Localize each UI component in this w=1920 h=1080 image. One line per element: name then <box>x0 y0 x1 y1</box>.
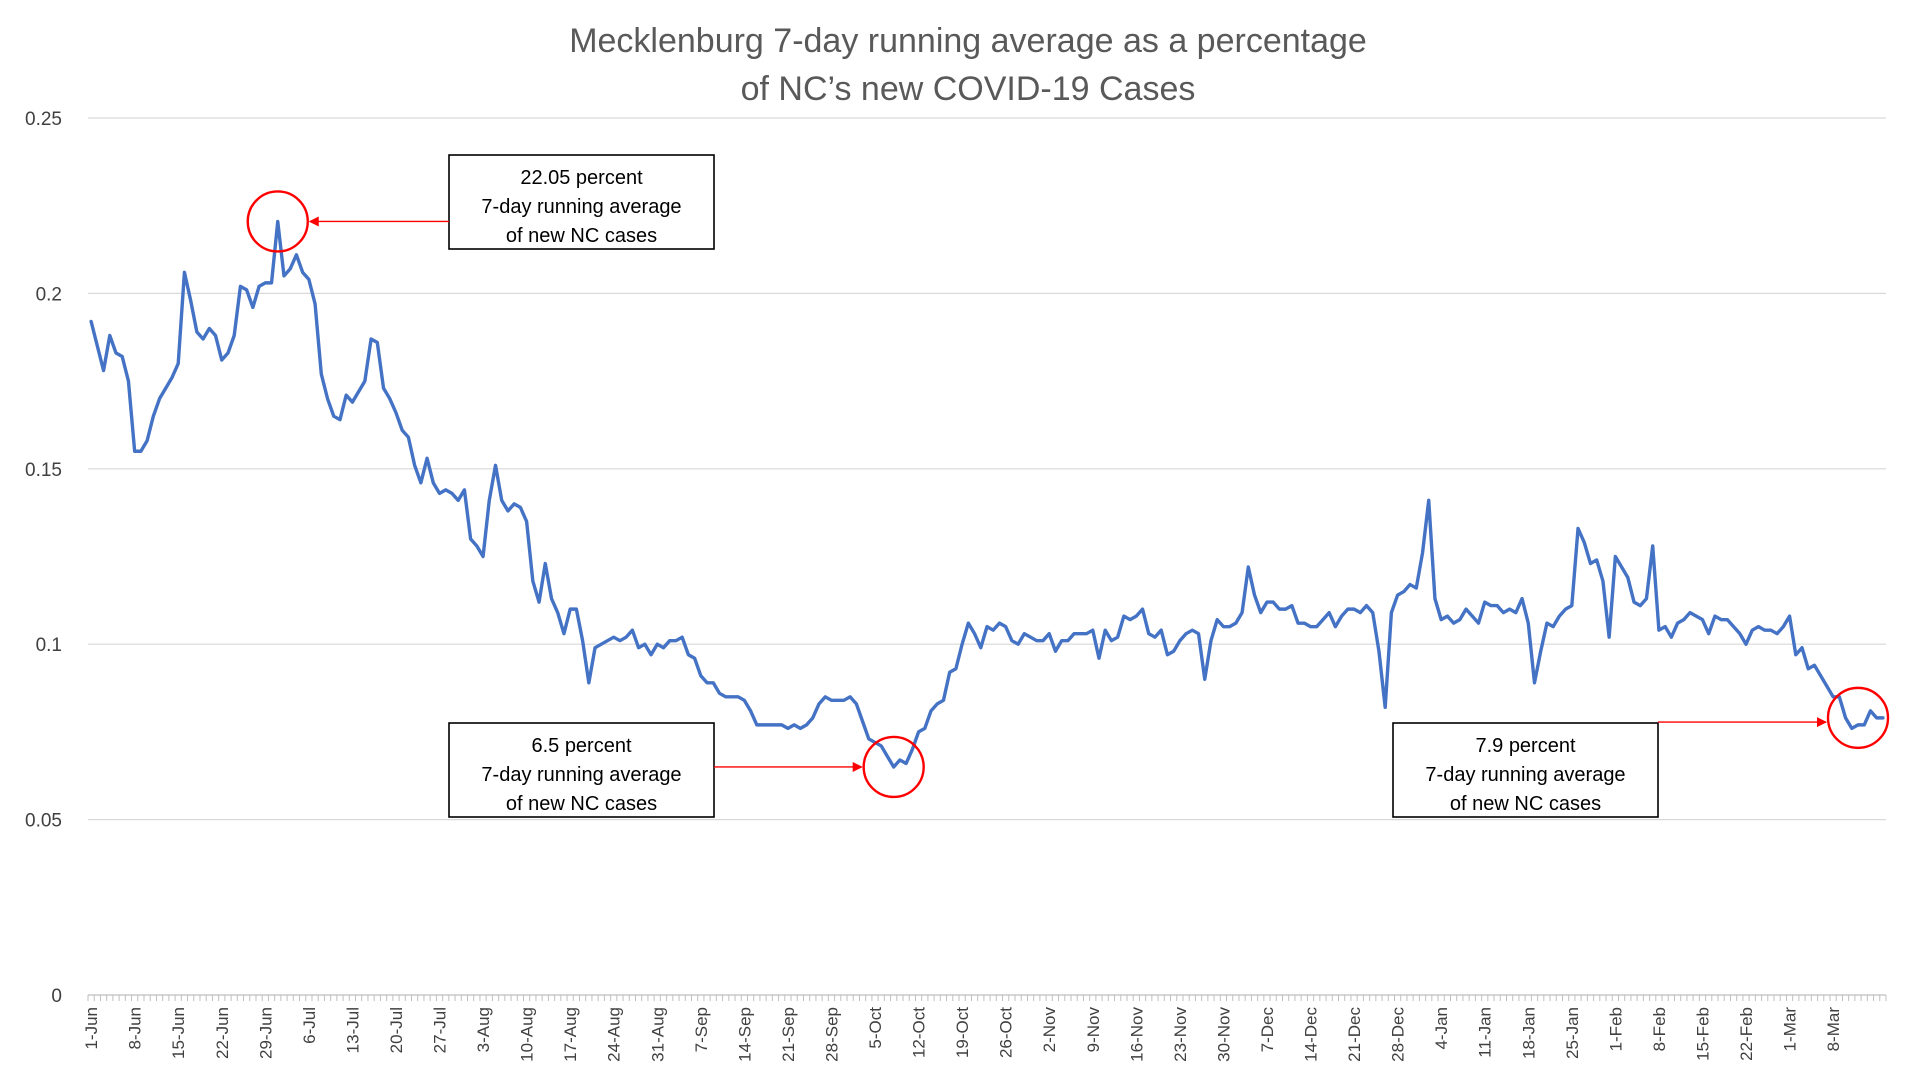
annotation-text: 22.05 percent <box>520 167 643 189</box>
y-tick-label: 0.2 <box>36 284 62 305</box>
highlight-circle <box>246 190 309 253</box>
x-tick-label: 23-Nov <box>1171 1007 1190 1062</box>
x-tick-label: 28-Dec <box>1389 1007 1408 1062</box>
annotations: 22.05 percent 7-day running average of new… <box>246 154 1890 818</box>
x-tick-label: 19-Oct <box>953 1007 972 1058</box>
chart-title-line-1: Mecklenburg 7-day running average as a p… <box>569 22 1367 60</box>
x-tick-label: 18-Jan <box>1519 1007 1538 1059</box>
x-tick-label: 31-Aug <box>648 1007 667 1062</box>
y-tick-label: 0.05 <box>25 811 62 832</box>
y-axis: 0 0.05 0.1 0.15 0.2 0.25 <box>25 109 62 1007</box>
annotation-text: of new NC cases <box>506 793 657 815</box>
x-tick-label: 9-Nov <box>1084 1007 1103 1053</box>
highlight-circle <box>1826 686 1890 750</box>
x-tick-label: 28-Sep <box>822 1007 841 1062</box>
annotation-text: 7-day running average <box>1425 764 1625 786</box>
x-tick-label: 26-Oct <box>997 1007 1016 1058</box>
x-tick-label: 17-Aug <box>561 1007 580 1062</box>
x-tick-label: 8-Jun <box>126 1007 145 1050</box>
x-tick-label: 25-Jan <box>1563 1007 1582 1059</box>
x-tick-label: 3-Aug <box>474 1007 493 1052</box>
annotation-text: 7-day running average <box>481 764 681 786</box>
x-tick-label: 1-Feb <box>1606 1007 1625 1051</box>
x-tick-label: 14-Sep <box>735 1007 754 1062</box>
annotation-text: of new NC cases <box>506 225 657 247</box>
x-tick-label: 21-Dec <box>1345 1007 1364 1062</box>
x-tick-label: 8-Feb <box>1650 1007 1669 1051</box>
x-tick-label: 12-Oct <box>910 1007 929 1058</box>
x-tick-label: 16-Nov <box>1127 1007 1146 1062</box>
x-tick-label: 30-Nov <box>1214 1007 1233 1062</box>
x-tick-label: 10-Aug <box>518 1007 537 1062</box>
chart-title-line-2: of NC’s new COVID-19 Cases <box>741 70 1196 108</box>
x-tick-label: 22-Jun <box>213 1007 232 1059</box>
y-tick-label: 0.1 <box>36 635 62 656</box>
x-tick-label: 22-Feb <box>1737 1007 1756 1061</box>
annotation-box <box>1392 722 1659 818</box>
annotation-text: 7-day running average <box>481 196 681 218</box>
x-tick-label: 6-Jul <box>300 1007 319 1044</box>
y-tick-label: 0.15 <box>25 460 62 481</box>
x-tick-label: 21-Sep <box>779 1007 798 1062</box>
highlight-circle <box>862 735 925 799</box>
annotation-text: of new NC cases <box>1450 793 1601 815</box>
x-tick-label: 8-Mar <box>1824 1007 1843 1052</box>
x-tick-label: 20-Jul <box>387 1007 406 1053</box>
x-tick-label: 5-Oct <box>866 1007 885 1049</box>
y-tick-label: 0.25 <box>25 109 62 130</box>
x-tick-label: 24-Aug <box>605 1007 624 1062</box>
x-tick-label: 4-Jan <box>1432 1007 1451 1050</box>
x-tick-label: 29-Jun <box>256 1007 275 1059</box>
series <box>89 219 1885 769</box>
x-tick-label: 7-Sep <box>692 1007 711 1052</box>
x-tick-label: 15-Feb <box>1693 1007 1712 1061</box>
x-tick-label: 13-Jul <box>343 1007 362 1053</box>
gridlines <box>88 117 1886 821</box>
x-tick-label: 1-Mar <box>1781 1007 1800 1052</box>
y-tick-label: 0 <box>51 986 62 1007</box>
annotation-text: 7.9 percent <box>1475 735 1576 757</box>
annotation-box <box>448 722 715 818</box>
x-axis: 1-Jun 8-Jun 15-Jun 22-Jun 29-Jun 6-Jul 13-Jul 2… <box>82 994 1887 1062</box>
annotation-text: 6.5 percent <box>531 735 632 757</box>
x-tick-label: 7-Dec <box>1258 1007 1277 1053</box>
x-tick-label: 1-Jun <box>82 1007 101 1050</box>
x-tick-label: 27-Jul <box>431 1007 450 1053</box>
x-tick-label: 2-Nov <box>1040 1007 1059 1053</box>
x-tick-label: 11-Jan <box>1476 1007 1495 1058</box>
annotation-box <box>448 154 715 250</box>
x-tick-label: 14-Dec <box>1302 1007 1321 1062</box>
x-tick-label: 15-Jun <box>169 1007 188 1059</box>
series-line <box>89 219 1885 769</box>
